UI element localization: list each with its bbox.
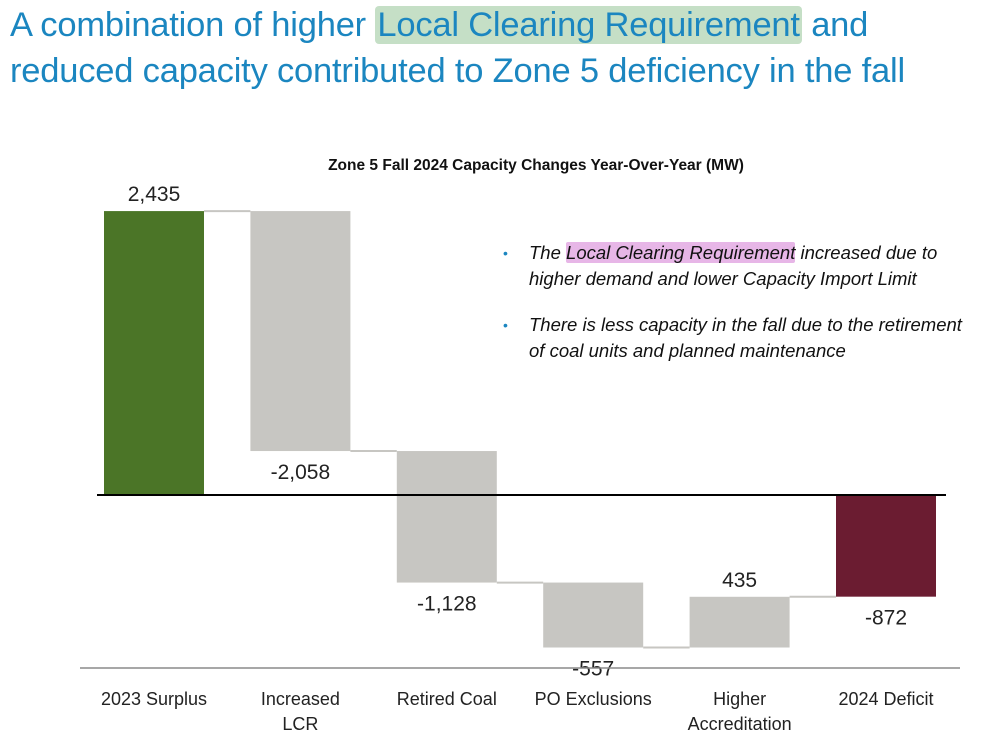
bar-retired-coal (396, 451, 497, 583)
bullet-text-highlight: Local Clearing Requirement (566, 242, 796, 263)
bullet-text: There is less capacity in the fall due t… (529, 312, 980, 364)
bullet-text: The Local Clearing Requirement increased… (529, 240, 980, 292)
x-tick-label: LCR (282, 714, 318, 734)
x-tick-label: Accreditation (688, 714, 792, 734)
bar-2024-deficit (836, 495, 936, 597)
headline-part2: and reduced capacity contributed to Zone… (10, 6, 905, 90)
bullet-item: • The Local Clearing Requirement increas… (500, 240, 980, 292)
bar-higher-accreditation (689, 596, 790, 648)
bullet-dot-icon: • (503, 317, 508, 333)
bar-2023-surplus (104, 211, 204, 496)
bullet-dot-icon: • (503, 245, 508, 261)
x-tick-label: Retired Coal (397, 689, 497, 709)
bar-po-exclusions (543, 582, 644, 648)
bullet-text-post: increased due to higher demand and lower… (529, 242, 938, 289)
headline: A combination of higher Local Clearing R… (10, 2, 1000, 94)
data-label: -1,128 (417, 593, 477, 616)
chart-title: Zone 5 Fall 2024 Capacity Changes Year-O… (328, 157, 744, 174)
x-tick-label: Increased (261, 689, 340, 709)
bullet-text-pre: The (529, 242, 567, 263)
headline-highlight: Local Clearing Requirement (375, 6, 802, 44)
x-tick-label: Higher (713, 689, 766, 709)
headline-part1: A combination of higher (10, 6, 376, 44)
data-label: -872 (865, 607, 907, 630)
x-tick-label: 2023 Surplus (101, 689, 207, 709)
bar-increased-lcr (250, 211, 351, 452)
data-label: -557 (572, 658, 614, 681)
data-label: -2,058 (271, 461, 331, 484)
x-tick-label: PO Exclusions (535, 689, 652, 709)
data-label: 2,435 (128, 183, 181, 206)
bullet-text-pre: There is less capacity in the fall due t… (529, 314, 962, 361)
bullet-list: • The Local Clearing Requirement increas… (500, 240, 980, 384)
bullet-item: • There is less capacity in the fall due… (500, 312, 980, 364)
x-tick-label: 2024 Deficit (838, 689, 933, 709)
data-label: 435 (722, 569, 757, 592)
